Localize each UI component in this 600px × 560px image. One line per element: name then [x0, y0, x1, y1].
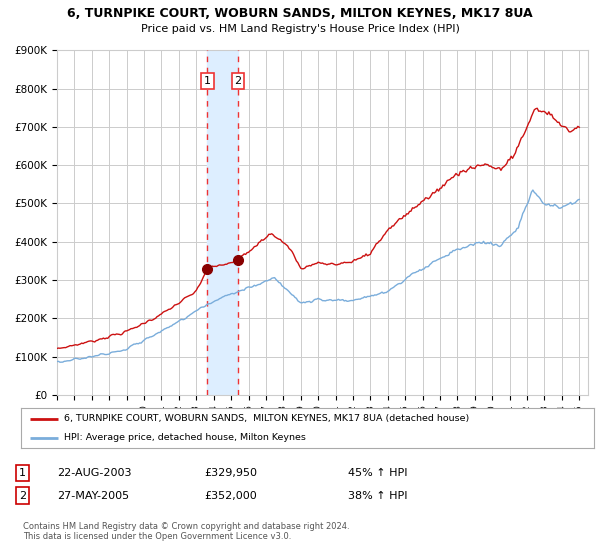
- Text: HPI: Average price, detached house, Milton Keynes: HPI: Average price, detached house, Milt…: [64, 433, 306, 442]
- Text: 27-MAY-2005: 27-MAY-2005: [57, 491, 129, 501]
- Text: 45% ↑ HPI: 45% ↑ HPI: [348, 468, 407, 478]
- Text: 1: 1: [19, 468, 26, 478]
- Text: 2: 2: [19, 491, 26, 501]
- Text: £352,000: £352,000: [204, 491, 257, 501]
- Text: 6, TURNPIKE COURT, WOBURN SANDS, MILTON KEYNES, MK17 8UA: 6, TURNPIKE COURT, WOBURN SANDS, MILTON …: [67, 7, 533, 20]
- Bar: [208, 50, 238, 395]
- Text: 2: 2: [235, 76, 242, 86]
- Text: Contains HM Land Registry data © Crown copyright and database right 2024.
This d: Contains HM Land Registry data © Crown c…: [23, 522, 349, 542]
- Text: 22-AUG-2003: 22-AUG-2003: [57, 468, 131, 478]
- Text: 38% ↑ HPI: 38% ↑ HPI: [348, 491, 407, 501]
- Text: 1: 1: [204, 76, 211, 86]
- Text: Price paid vs. HM Land Registry's House Price Index (HPI): Price paid vs. HM Land Registry's House …: [140, 24, 460, 34]
- Text: 6, TURNPIKE COURT, WOBURN SANDS,  MILTON KEYNES, MK17 8UA (detached house): 6, TURNPIKE COURT, WOBURN SANDS, MILTON …: [64, 414, 469, 423]
- Text: £329,950: £329,950: [204, 468, 257, 478]
